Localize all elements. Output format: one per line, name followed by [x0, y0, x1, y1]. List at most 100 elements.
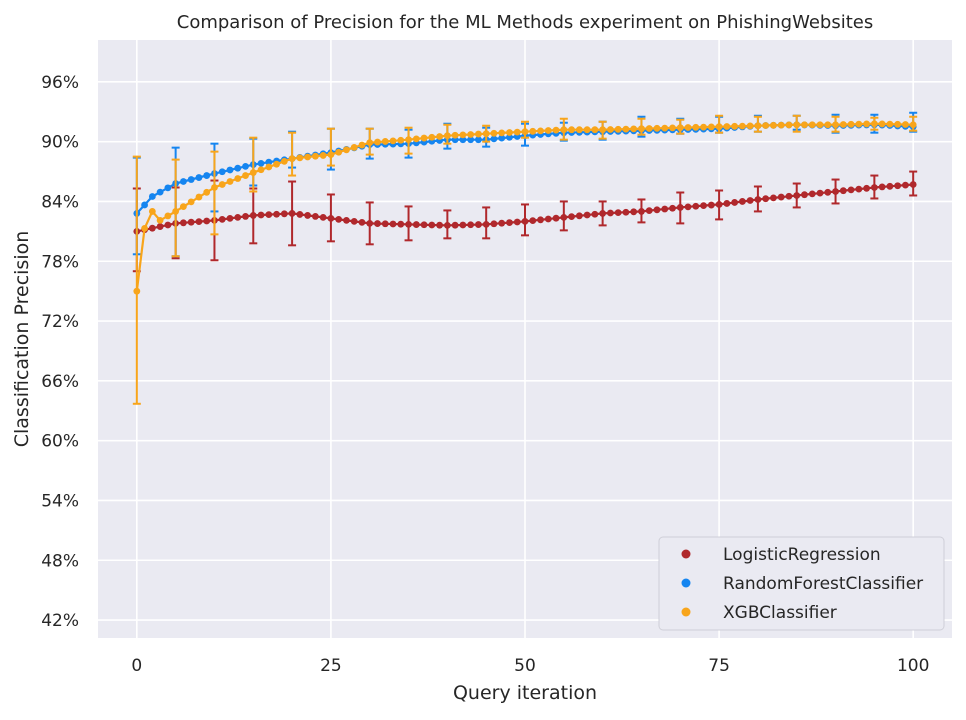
- data-point: [187, 218, 195, 226]
- data-point: [762, 122, 770, 129]
- data-point: [723, 123, 731, 130]
- data-point: [195, 193, 203, 201]
- y-tick-label: 84%: [41, 192, 79, 212]
- data-point: [420, 134, 428, 142]
- y-tick-label: 54%: [41, 491, 79, 511]
- data-point: [607, 126, 614, 133]
- legend-marker: [681, 607, 691, 617]
- y-tick-label: 42%: [41, 611, 79, 631]
- data-point: [498, 129, 506, 137]
- data-point: [148, 193, 156, 200]
- data-point: [552, 126, 560, 134]
- data-point: [490, 129, 498, 137]
- data-point: [343, 216, 350, 224]
- data-point: [319, 152, 327, 159]
- data-point: [870, 120, 878, 128]
- data-point: [265, 158, 273, 166]
- data-point: [141, 224, 148, 232]
- data-point: [319, 214, 327, 221]
- legend-label: LogisticRegression: [723, 545, 881, 565]
- y-tick-label: 48%: [41, 551, 79, 571]
- data-point: [482, 220, 490, 228]
- data-point: [863, 184, 870, 192]
- x-axis-ticks: 0 25 50 75 100: [131, 656, 929, 676]
- data-point: [661, 124, 669, 132]
- data-point: [521, 128, 529, 136]
- data-point: [288, 155, 296, 163]
- x-tick-label: 75: [708, 656, 730, 676]
- legend-label: RandomForestClassifier: [723, 574, 923, 594]
- data-point: [645, 207, 653, 215]
- data-point: [490, 220, 498, 228]
- data-point: [793, 192, 801, 199]
- data-point: [816, 121, 824, 129]
- data-point: [700, 123, 707, 131]
- data-point: [412, 135, 420, 143]
- data-point: [692, 123, 700, 131]
- x-tick-label: 0: [131, 656, 142, 676]
- data-point: [443, 221, 451, 229]
- data-point: [583, 211, 591, 219]
- data-point: [669, 204, 676, 212]
- data-point: [304, 212, 312, 219]
- data-point: [459, 221, 467, 229]
- data-point: [544, 127, 552, 134]
- data-point: [374, 138, 381, 146]
- data-point: [218, 181, 226, 188]
- data-point: [234, 164, 242, 172]
- data-point: [676, 124, 684, 132]
- data-point: [886, 182, 894, 190]
- data-point: [537, 216, 544, 224]
- data-point: [436, 221, 443, 229]
- data-point: [832, 121, 839, 129]
- data-point: [909, 121, 917, 129]
- data-point: [599, 210, 607, 217]
- data-point: [847, 186, 855, 194]
- data-point: [599, 126, 607, 134]
- y-tick-label: 78%: [41, 252, 79, 272]
- data-point: [405, 136, 412, 144]
- data-point: [203, 188, 211, 196]
- data-point: [762, 195, 770, 203]
- data-point: [327, 215, 335, 222]
- data-point: [630, 125, 638, 133]
- data-point: [560, 126, 568, 134]
- data-point: [583, 126, 591, 134]
- legend-label: XGBClassifier: [723, 603, 837, 623]
- data-point: [731, 199, 739, 206]
- data-point: [397, 220, 405, 228]
- data-point: [226, 166, 234, 174]
- data-point: [808, 190, 816, 198]
- data-point: [723, 200, 731, 207]
- data-point: [785, 192, 793, 200]
- data-point: [257, 159, 265, 167]
- data-point: [156, 188, 164, 196]
- data-point: [374, 220, 381, 227]
- data-point: [568, 126, 575, 134]
- data-point: [242, 162, 249, 170]
- data-point: [327, 151, 335, 159]
- data-point: [218, 168, 226, 176]
- data-point: [156, 216, 164, 224]
- data-point: [777, 121, 785, 129]
- series-layer: [132, 111, 918, 405]
- data-point: [824, 188, 832, 196]
- data-point: [498, 219, 506, 227]
- data-point: [909, 181, 917, 188]
- data-point: [273, 210, 280, 218]
- data-point: [180, 203, 187, 211]
- data-point: [412, 221, 420, 228]
- data-point: [707, 123, 715, 131]
- data-point: [793, 121, 801, 129]
- data-point: [847, 120, 855, 128]
- data-point: [288, 210, 296, 217]
- data-point: [467, 221, 475, 229]
- data-point: [785, 121, 793, 129]
- x-tick-label: 100: [897, 656, 929, 676]
- x-axis-label: Query iteration: [453, 682, 597, 704]
- data-point: [591, 126, 599, 134]
- data-point: [218, 216, 226, 223]
- data-point: [707, 201, 715, 209]
- data-point: [645, 125, 653, 132]
